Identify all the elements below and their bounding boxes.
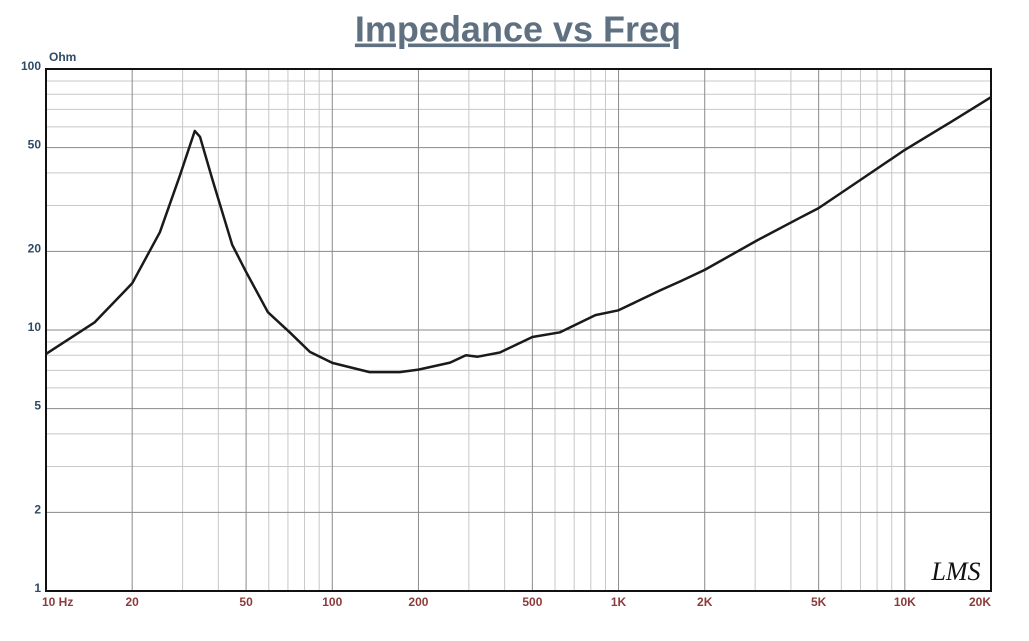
y-tick-label: 50 [28,138,42,152]
y-axis-label: Ohm [49,50,76,64]
x-tick-label: 1K [611,595,627,609]
x-tick-label: 500 [522,595,542,609]
x-tick-label: 100 [322,595,342,609]
x-tick-label: 10K [894,595,916,609]
x-tick-label: 10 Hz [42,595,73,609]
y-tick-label: 100 [21,59,41,73]
plot-frame [45,68,992,592]
logo: LMS [930,557,980,586]
y-tick-label: 5 [34,399,41,413]
chart-title: Impedance vs Freq [355,9,681,50]
x-tick-label: 20 [125,595,139,609]
y-tick-label: 2 [34,503,41,517]
x-tick-label: 20K [969,595,991,609]
x-tick-label: 50 [239,595,253,609]
x-tick-label: 5K [811,595,827,609]
y-tick-label: 1 [34,581,41,595]
x-tick-label: 200 [408,595,428,609]
y-tick-label: 20 [28,242,42,256]
impedance-line [45,96,992,374]
y-tick-label: 10 [28,320,42,334]
x-tick-label: 2K [697,595,713,609]
